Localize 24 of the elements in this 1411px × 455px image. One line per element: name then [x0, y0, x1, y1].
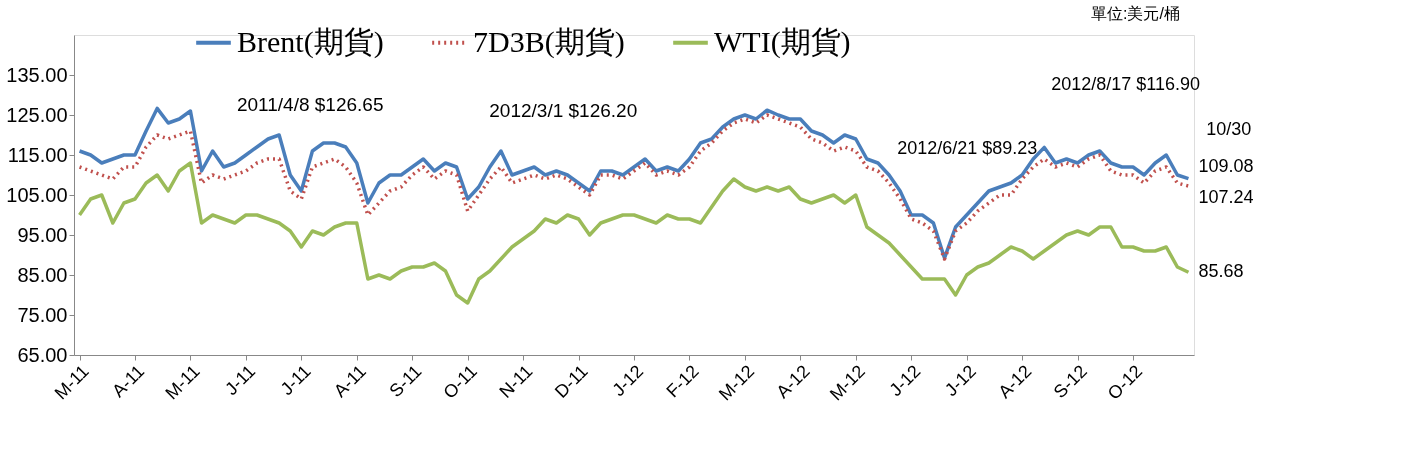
y-tick-label: 95.00: [17, 223, 68, 246]
data-label: 109.08: [1198, 155, 1254, 176]
text: 10/30: [1206, 119, 1252, 140]
annotation: 2012/6/21 $89.23: [897, 138, 1038, 159]
legend-label: WTI(期貨): [714, 24, 851, 59]
y-tick-label: 105.00: [6, 183, 68, 206]
y-tick-label: 75.00: [17, 303, 68, 326]
annotation: 2012/3/1 $126.20: [489, 99, 638, 121]
line-series: [77, 161, 1191, 305]
y-tick-label: 115.00: [7, 143, 68, 166]
annotation: 2011/4/8 $126.65: [236, 93, 384, 115]
y-tick-label: 125.00: [6, 103, 68, 126]
legend-label: Brent(期貨): [237, 24, 384, 59]
x-tick-label: J-11: [276, 361, 315, 400]
y-tick-label: 85.00: [17, 263, 68, 286]
y-tick-label: 135.00: [6, 63, 68, 86]
data-label: 107.24: [1198, 187, 1254, 208]
x-tick-label: J-11: [221, 361, 260, 400]
y-tick-label: 65.00: [17, 343, 68, 366]
text: 單位:美元/桶: [1091, 4, 1180, 22]
legend-label: 7D3B(期貨): [473, 24, 625, 59]
data-label: 85.68: [1198, 261, 1244, 282]
x-tick-label: S-11: [385, 361, 426, 402]
annotation: 2012/8/17 $116.90: [1051, 74, 1200, 95]
